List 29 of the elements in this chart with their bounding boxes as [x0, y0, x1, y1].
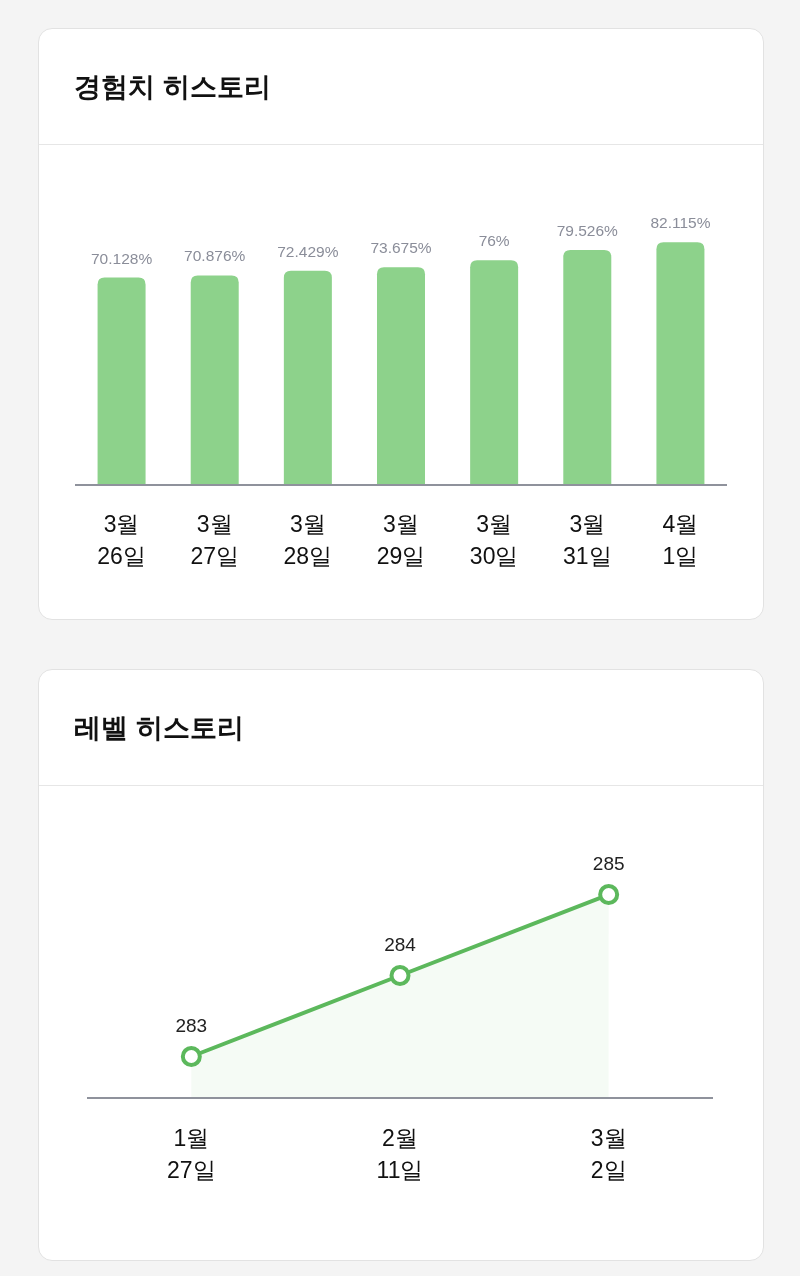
data-label: 285 — [592, 852, 625, 874]
bar — [377, 267, 425, 484]
bar — [97, 277, 146, 484]
chart-title: 레벨 히스토리 — [39, 670, 763, 786]
data-label: 76% — [478, 232, 510, 250]
data-label: 73.675% — [370, 239, 432, 257]
bar — [563, 249, 612, 484]
data-label: 283 — [175, 1014, 208, 1036]
x-tick-label: 2월 11일 — [376, 1125, 424, 1183]
data-label: 284 — [384, 933, 417, 955]
x-tick-label: 3월 30일 — [469, 511, 519, 569]
x-tick-label: 3월 28일 — [283, 511, 333, 569]
x-tick-label: 4월 1일 — [662, 511, 699, 569]
chart-title: 경험치 히스토리 — [39, 29, 763, 145]
x-tick-label: 3월 27일 — [190, 511, 240, 569]
x-tick-label: 1월 27일 — [167, 1125, 216, 1183]
bar — [470, 260, 519, 484]
bar — [656, 242, 705, 484]
x-tick-label: 3월 31일 — [562, 511, 612, 569]
data-label: 70.876% — [184, 247, 246, 265]
data-label: 72.429% — [277, 242, 339, 260]
bar — [190, 275, 239, 484]
data-label: 82.115% — [650, 214, 711, 232]
x-tick-label: 3월 2일 — [590, 1125, 627, 1183]
x-tick-label: 3월 26일 — [97, 511, 146, 569]
data-label: 79.526% — [556, 221, 619, 239]
data-label: 70.128% — [90, 249, 153, 267]
bar — [283, 270, 332, 484]
x-tick-label: 3월 29일 — [376, 511, 426, 569]
